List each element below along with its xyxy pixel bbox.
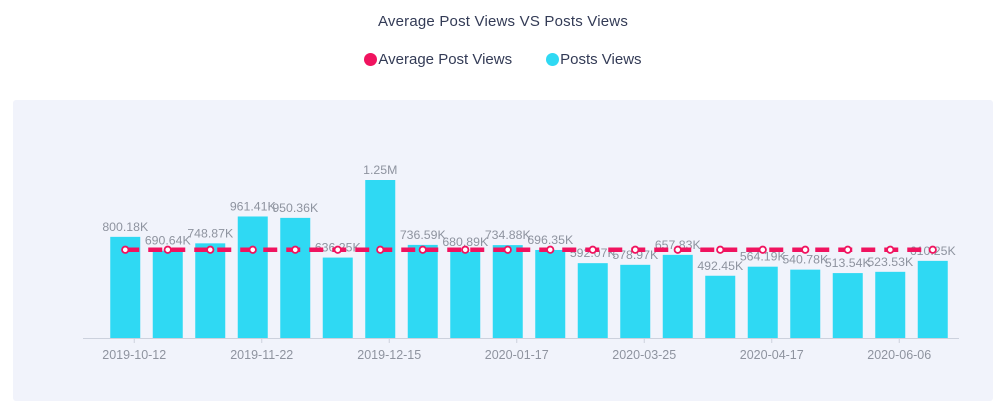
bar[interactable] <box>195 243 226 338</box>
bar-value-label: 540.78K <box>782 253 829 267</box>
bar[interactable] <box>577 263 608 338</box>
bar[interactable] <box>280 217 311 338</box>
average-point[interactable] <box>631 245 640 254</box>
bar-value-label: 690.64K <box>145 234 192 248</box>
page-root: { "header": { "title": "Average Post Vie… <box>0 13 1006 413</box>
bar[interactable] <box>492 245 523 338</box>
average-point[interactable] <box>461 245 470 254</box>
bar[interactable] <box>407 244 438 338</box>
x-axis-label: 2020-06-06 <box>867 348 931 362</box>
bar-value-label: 492.45K <box>697 259 744 273</box>
bar-value-label: 961.41K <box>230 199 277 213</box>
bar[interactable] <box>747 266 778 338</box>
legend-item-posts-views[interactable]: Posts Views <box>546 51 642 68</box>
average-point[interactable] <box>886 245 895 254</box>
chart-panel: 800.18K690.64K748.87K961.41K950.36K636.2… <box>13 100 993 401</box>
bar[interactable] <box>152 250 183 338</box>
chart-title: Average Post Views VS Posts Views <box>377 13 629 30</box>
average-point[interactable] <box>206 245 215 254</box>
bar[interactable] <box>620 264 651 338</box>
average-point[interactable] <box>503 245 512 254</box>
average-point[interactable] <box>843 245 852 254</box>
average-point[interactable] <box>758 245 767 254</box>
average-point[interactable] <box>588 245 597 254</box>
bar[interactable] <box>237 216 268 338</box>
bar-value-label: 800.18K <box>102 220 149 234</box>
x-axis-label: 2019-11-22 <box>230 348 293 362</box>
bar-value-label: 736.59K <box>400 228 447 242</box>
average-point[interactable] <box>291 245 300 254</box>
bar[interactable] <box>322 257 353 338</box>
average-point[interactable] <box>248 245 257 254</box>
bar[interactable] <box>450 251 481 338</box>
bar[interactable] <box>662 254 693 338</box>
x-axis-label: 2019-12-15 <box>357 348 421 362</box>
bar[interactable] <box>535 249 566 338</box>
average-point[interactable] <box>716 245 725 254</box>
bar-value-label: 748.87K <box>187 226 234 240</box>
bar[interactable] <box>365 180 396 338</box>
bar[interactable] <box>705 275 736 338</box>
bar-value-label: 523.53K <box>867 255 914 269</box>
bar-value-label: 696.35K <box>527 233 574 247</box>
bar-value-label: 513.54K <box>825 256 872 270</box>
average-point[interactable] <box>928 245 937 254</box>
average-point[interactable] <box>418 245 427 254</box>
legend: Average Post Views Posts Views <box>0 51 1006 68</box>
average-point[interactable] <box>801 245 810 254</box>
bar-value-label: 578.97K <box>612 248 659 262</box>
bar[interactable] <box>832 273 863 338</box>
average-point[interactable] <box>546 245 555 254</box>
legend-average-dot-icon <box>364 53 378 66</box>
legend-posts-dot-icon <box>546 53 560 66</box>
bar-value-label: 1.25M <box>363 163 397 177</box>
legend-label: Average Post Views <box>378 51 513 68</box>
bar-value-label: 950.36K <box>272 201 319 215</box>
bar-value-label: 564.19K <box>740 250 787 264</box>
bar[interactable] <box>875 271 906 338</box>
x-axis-label: 2020-01-17 <box>485 348 549 362</box>
bar-chart: 800.18K690.64K748.87K961.41K950.36K636.2… <box>83 163 959 362</box>
bar-value-label: 734.88K <box>485 228 532 242</box>
bar[interactable] <box>917 260 948 338</box>
x-axis-label: 2019-10-12 <box>102 348 166 362</box>
legend-item-average-post-views[interactable]: Average Post Views <box>364 51 512 68</box>
bar-value-label: 680.89K <box>442 235 489 249</box>
x-axis-label: 2020-03-25 <box>612 348 676 362</box>
x-axis-label: 2020-04-17 <box>740 348 804 362</box>
average-point[interactable] <box>121 245 130 254</box>
average-point[interactable] <box>376 245 385 254</box>
average-point[interactable] <box>673 245 682 254</box>
average-point[interactable] <box>333 245 342 254</box>
bar[interactable] <box>790 269 821 338</box>
legend-label: Posts Views <box>560 51 642 68</box>
average-point[interactable] <box>163 245 172 254</box>
